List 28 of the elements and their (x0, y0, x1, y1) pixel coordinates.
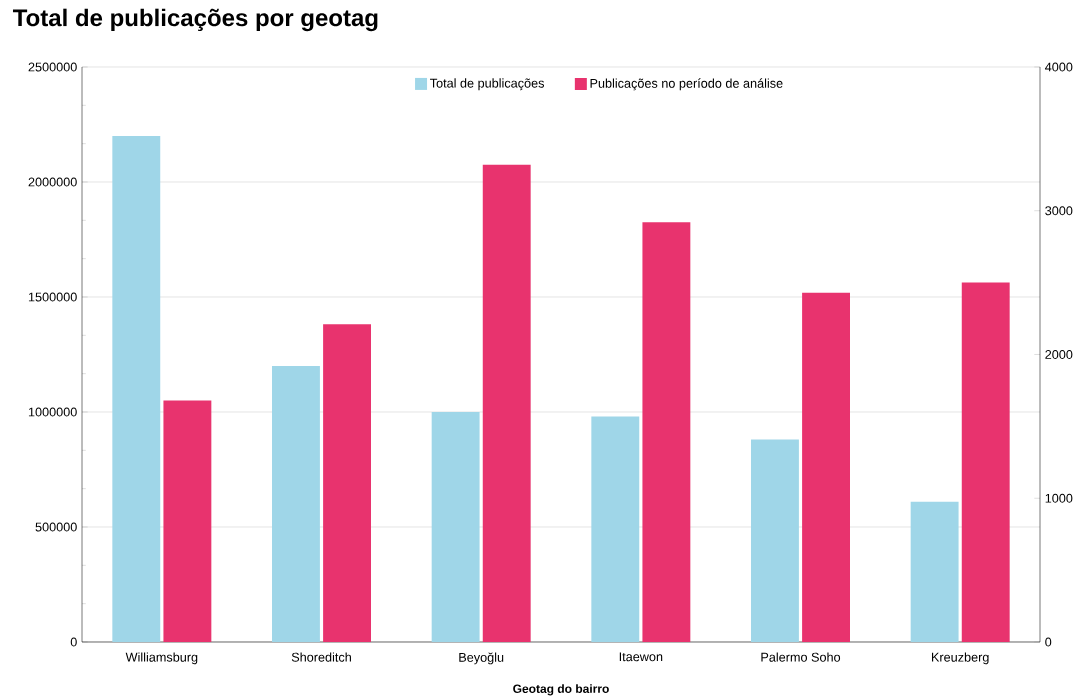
x-axis-title: Geotag do bairro (513, 684, 609, 696)
y-tick-label: 1000000 (28, 407, 77, 417)
x-tick-label: Palermo Soho (761, 652, 841, 662)
bar (112, 136, 161, 643)
y-tick-label: 500000 (35, 522, 77, 532)
y2-tick-label: 3000 (1045, 206, 1073, 216)
y2-tick-label: 2000 (1045, 350, 1073, 360)
y-tick-label: 1500000 (28, 292, 77, 302)
y-tick-label: 0 (70, 637, 77, 647)
bar (751, 439, 799, 643)
bar (802, 292, 850, 643)
y2-tick-label: 4000 (1045, 62, 1073, 72)
x-tick-label: Shoreditch (291, 652, 351, 662)
bar (272, 366, 320, 643)
y-tick-label: 2500000 (28, 62, 77, 72)
bar (482, 164, 531, 643)
bar (961, 282, 1010, 643)
x-tick-label: Kreuzberg (931, 652, 989, 665)
chart-title: Total de publicações por geotag (12, 8, 378, 32)
legend-label: Publicações no período de análise (590, 78, 783, 91)
y2-tick-label: 0 (1045, 637, 1052, 647)
legend-label: Total de publicações (430, 78, 545, 91)
x-tick-label: Itaewon (619, 652, 663, 662)
x-tick-label: Beyoğlu (459, 652, 504, 665)
y-tick-label: 2000000 (28, 177, 77, 187)
bar (323, 324, 371, 643)
y2-tick-label: 1000 (1045, 493, 1073, 503)
x-tick-label: Williamsburg (125, 652, 198, 665)
